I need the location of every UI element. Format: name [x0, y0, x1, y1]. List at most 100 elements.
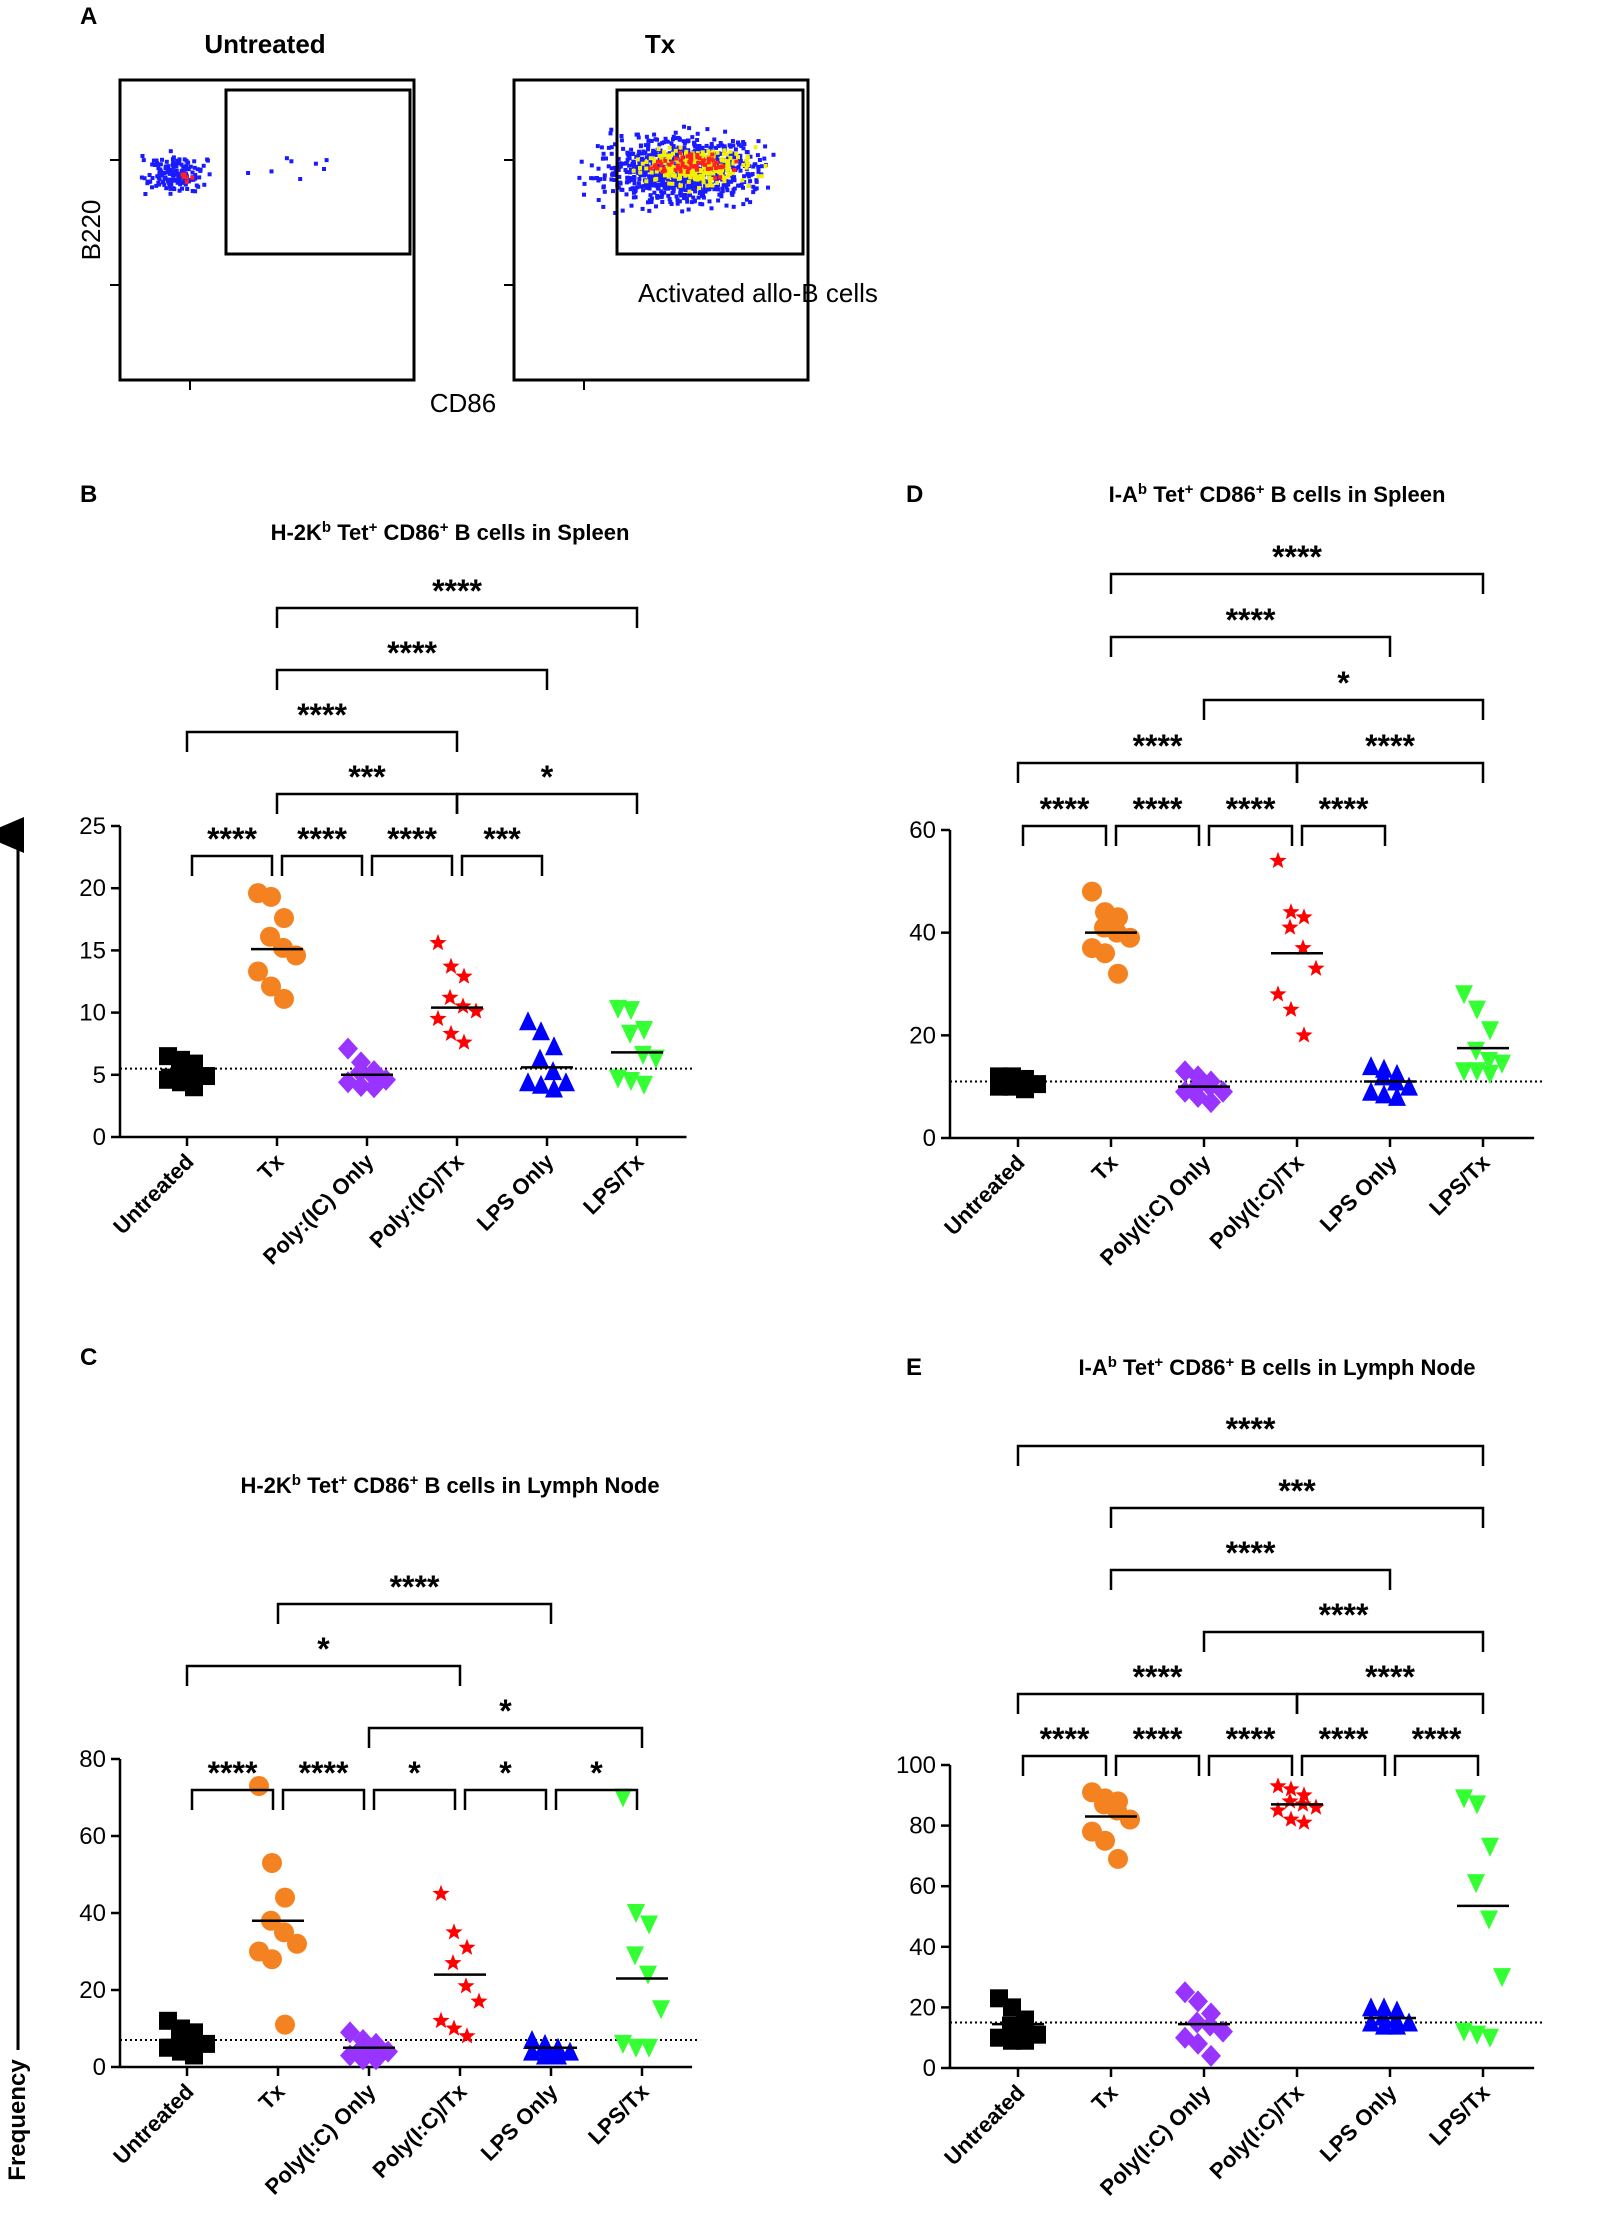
flow-event — [685, 154, 690, 159]
flow-event — [648, 181, 653, 186]
flow-event — [313, 161, 318, 166]
x-category-label: Untreated — [939, 2080, 1029, 2170]
flow-event — [736, 165, 741, 170]
flow-event — [715, 180, 720, 185]
flow-event — [647, 208, 652, 213]
flow-event — [670, 181, 675, 186]
flow-event — [655, 194, 660, 198]
flow-event — [682, 124, 686, 129]
x-category-label: LPS Only — [1315, 2079, 1402, 2166]
chart-title: I-Ab Tet+ CD86+ B cells in Spleen — [1109, 481, 1446, 508]
flow-event — [748, 179, 753, 184]
flow-event — [731, 143, 736, 148]
flow-event — [725, 188, 730, 193]
flow-event — [668, 155, 672, 160]
flow-event — [691, 180, 696, 185]
data-point — [622, 1072, 640, 1092]
flow-event — [175, 158, 180, 163]
flow-event — [596, 166, 601, 171]
flow-event — [721, 183, 726, 188]
flow-event — [193, 189, 198, 194]
flow-event — [158, 162, 163, 167]
data-point — [458, 2027, 476, 2044]
flow-event — [636, 181, 641, 186]
y-tick-label: 20 — [909, 1022, 936, 1049]
flow-event — [195, 167, 200, 172]
flow-event — [737, 183, 742, 188]
data-point — [545, 1078, 563, 1098]
flow-event — [749, 172, 754, 177]
flow-event — [658, 183, 663, 188]
significance-bracket — [554, 1788, 639, 1810]
data-point — [445, 2019, 463, 2036]
flow-event — [701, 180, 706, 185]
data-point — [429, 1009, 447, 1027]
flow-event — [616, 185, 621, 190]
data-point — [1468, 1062, 1486, 1082]
flow-event — [629, 203, 634, 208]
flow-event — [631, 168, 636, 173]
flow-event — [653, 150, 658, 155]
flow-event — [652, 132, 657, 137]
significance-bracket — [1016, 761, 1299, 783]
flow-event — [619, 134, 624, 138]
flow-event — [639, 143, 643, 148]
data-point — [1388, 1086, 1406, 1106]
flow-event — [666, 173, 671, 178]
flow-event — [655, 163, 660, 168]
y-tick-label: 0 — [93, 2054, 106, 2081]
flow-event — [653, 137, 658, 142]
flow-event — [731, 159, 736, 164]
significance-stars: **** — [1226, 1411, 1276, 1447]
flow-event — [640, 151, 644, 156]
flow-event — [648, 193, 653, 198]
significance-bracket — [190, 854, 274, 876]
flow-event — [687, 189, 692, 194]
flow-event — [663, 158, 668, 163]
panel-letter-c: C — [80, 1344, 97, 1371]
y-tick-label: 40 — [79, 1900, 106, 1927]
flow-event — [734, 151, 739, 156]
flow-event — [193, 176, 198, 181]
data-point — [519, 1011, 537, 1031]
flow-event — [651, 148, 656, 153]
data-point — [609, 999, 627, 1019]
flow-event — [594, 176, 599, 180]
flow-event — [167, 181, 172, 186]
flow-event — [656, 186, 661, 191]
y-tick-label: 25 — [79, 813, 106, 840]
data-point — [457, 1977, 475, 1994]
data-point — [627, 2038, 645, 2058]
flow-event — [742, 174, 747, 179]
flow-event — [674, 156, 678, 161]
flow-event — [698, 176, 703, 181]
flow-event — [609, 177, 614, 182]
flow-event — [728, 161, 733, 165]
flow-event — [719, 151, 724, 156]
x-category-label: LPS/Tx — [578, 1148, 649, 1219]
flow-event — [669, 160, 674, 165]
flow-event — [701, 173, 705, 178]
flow-event — [736, 140, 740, 145]
data-point — [1294, 939, 1312, 956]
flow-event — [589, 176, 594, 181]
data-point — [429, 933, 447, 951]
flow-event — [713, 176, 718, 181]
data-point — [635, 1021, 653, 1041]
flow-event — [625, 157, 630, 162]
flow-event — [659, 189, 664, 194]
flow-xlabel: CD86 — [430, 388, 496, 418]
data-point — [1481, 1837, 1499, 1857]
flow-event — [298, 177, 303, 181]
data-point — [1095, 943, 1115, 964]
significance-bracket — [190, 1788, 275, 1810]
data-point — [1468, 2025, 1486, 2045]
flow-event — [683, 179, 687, 184]
data-point — [626, 1946, 644, 1966]
flow-event — [725, 168, 730, 173]
significance-bracket — [1207, 824, 1294, 846]
flow-event — [678, 183, 683, 188]
flow-event — [670, 173, 675, 178]
data-point — [454, 997, 472, 1014]
flow-event — [687, 126, 692, 131]
